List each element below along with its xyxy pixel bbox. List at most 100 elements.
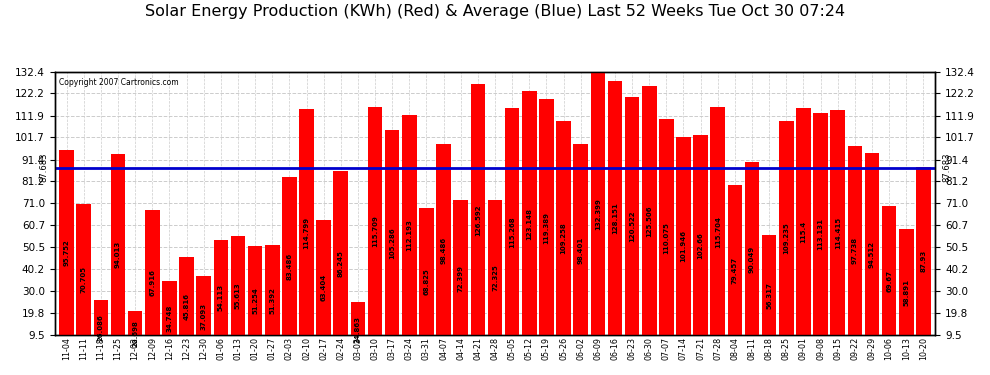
Text: 87.93: 87.93: [921, 250, 927, 273]
Text: 54.113: 54.113: [218, 284, 224, 311]
Bar: [453, 200, 468, 356]
Bar: [864, 153, 879, 356]
Text: 97.738: 97.738: [851, 237, 858, 264]
Text: Copyright 2007 Cartronics.com: Copyright 2007 Cartronics.com: [59, 78, 178, 87]
Text: 34.748: 34.748: [166, 305, 172, 332]
Bar: [728, 185, 742, 356]
Bar: [916, 167, 931, 356]
Text: 109.235: 109.235: [783, 223, 789, 254]
Bar: [437, 144, 450, 356]
Bar: [831, 110, 845, 356]
Text: 114.415: 114.415: [835, 217, 841, 249]
Bar: [796, 108, 811, 356]
Bar: [145, 210, 159, 356]
Text: 95.752: 95.752: [63, 240, 69, 266]
Text: 86.245: 86.245: [338, 250, 344, 277]
Bar: [744, 162, 759, 356]
Text: 115.4: 115.4: [801, 221, 807, 243]
Bar: [402, 115, 417, 356]
Text: 24.863: 24.863: [354, 316, 361, 343]
Text: 98.486: 98.486: [441, 237, 446, 264]
Bar: [505, 108, 520, 356]
Text: 105.286: 105.286: [389, 227, 395, 258]
Bar: [711, 107, 725, 356]
Bar: [94, 300, 108, 356]
Bar: [282, 177, 297, 356]
Bar: [196, 276, 211, 356]
Text: 56.317: 56.317: [766, 282, 772, 309]
Text: 115.709: 115.709: [372, 216, 378, 248]
Text: 58.891: 58.891: [903, 279, 909, 306]
Text: 101.946: 101.946: [680, 230, 686, 262]
Text: 72.325: 72.325: [492, 265, 498, 291]
Bar: [522, 92, 537, 356]
Bar: [882, 206, 896, 356]
Text: 67.916: 67.916: [149, 269, 155, 296]
Bar: [385, 130, 400, 356]
Bar: [625, 97, 640, 356]
Text: 126.592: 126.592: [475, 204, 481, 236]
Bar: [590, 72, 605, 356]
Text: 120.522: 120.522: [629, 211, 636, 242]
Text: 51.254: 51.254: [252, 287, 258, 314]
Text: 90.049: 90.049: [749, 246, 755, 273]
Text: 113.131: 113.131: [818, 218, 824, 250]
Text: 115.268: 115.268: [509, 216, 515, 248]
Text: 70.705: 70.705: [81, 266, 87, 293]
Text: 87.683: 87.683: [40, 153, 49, 182]
Text: 20.698: 20.698: [132, 320, 139, 347]
Text: 128.151: 128.151: [612, 202, 618, 234]
Text: 94.013: 94.013: [115, 241, 121, 268]
Bar: [693, 135, 708, 356]
Text: 87.683: 87.683: [942, 153, 951, 182]
Bar: [231, 236, 246, 356]
Text: 123.148: 123.148: [527, 207, 533, 240]
Text: 94.512: 94.512: [869, 241, 875, 268]
Text: 83.486: 83.486: [286, 253, 292, 280]
Bar: [488, 201, 502, 356]
Bar: [676, 137, 691, 356]
Bar: [214, 240, 228, 356]
Bar: [814, 113, 828, 356]
Text: 79.457: 79.457: [732, 257, 738, 284]
Bar: [762, 235, 776, 356]
Bar: [299, 109, 314, 356]
Text: 109.258: 109.258: [560, 223, 566, 254]
Bar: [350, 302, 365, 356]
Text: 115.704: 115.704: [715, 216, 721, 248]
Bar: [128, 311, 143, 356]
Text: 112.193: 112.193: [406, 219, 412, 251]
Bar: [659, 119, 673, 356]
Bar: [367, 107, 382, 356]
Text: 132.399: 132.399: [595, 198, 601, 230]
Bar: [419, 208, 434, 356]
Bar: [248, 246, 262, 356]
Bar: [470, 84, 485, 356]
Text: 119.389: 119.389: [544, 211, 549, 244]
Bar: [317, 220, 331, 356]
Bar: [847, 146, 862, 356]
Text: 26.086: 26.086: [98, 314, 104, 341]
Text: 98.401: 98.401: [578, 237, 584, 264]
Text: 69.67: 69.67: [886, 270, 892, 292]
Text: 68.825: 68.825: [424, 268, 430, 295]
Bar: [111, 154, 126, 356]
Text: 114.799: 114.799: [304, 216, 310, 249]
Bar: [334, 171, 348, 356]
Bar: [573, 144, 588, 356]
Text: 63.404: 63.404: [321, 274, 327, 302]
Text: 72.399: 72.399: [457, 264, 463, 291]
Bar: [540, 99, 553, 356]
Text: 125.506: 125.506: [646, 205, 652, 237]
Text: 37.093: 37.093: [201, 302, 207, 330]
Bar: [59, 150, 74, 356]
Text: 55.613: 55.613: [235, 283, 241, 309]
Bar: [556, 121, 571, 356]
Text: Solar Energy Production (KWh) (Red) & Average (Blue) Last 52 Weeks Tue Oct 30 07: Solar Energy Production (KWh) (Red) & Av…: [145, 4, 845, 19]
Bar: [642, 86, 656, 356]
Bar: [76, 204, 91, 356]
Text: 45.816: 45.816: [183, 293, 189, 320]
Bar: [162, 281, 176, 356]
Bar: [179, 257, 194, 356]
Text: 102.66: 102.66: [698, 232, 704, 259]
